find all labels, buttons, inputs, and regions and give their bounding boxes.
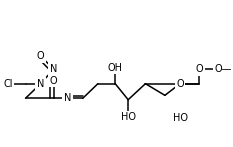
Text: O: O xyxy=(37,51,45,61)
Text: N: N xyxy=(37,79,44,89)
Text: O—: O— xyxy=(215,64,232,74)
Text: O: O xyxy=(196,64,203,74)
Text: HO: HO xyxy=(121,112,136,122)
Text: OH: OH xyxy=(108,63,123,73)
Text: N: N xyxy=(50,64,57,74)
Text: N: N xyxy=(64,93,71,103)
Text: HO: HO xyxy=(172,113,188,123)
Text: O: O xyxy=(176,79,184,89)
Text: Cl: Cl xyxy=(3,79,13,89)
Text: O: O xyxy=(50,76,58,86)
